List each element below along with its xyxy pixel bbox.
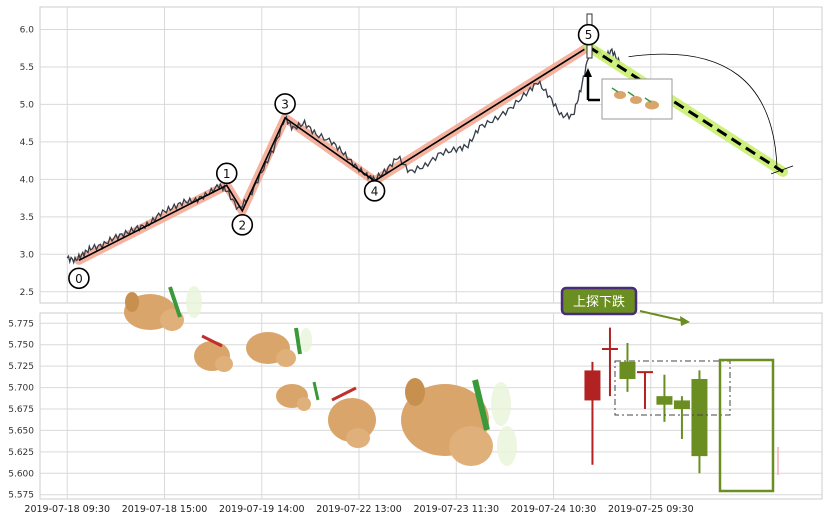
price-y-tick-label: 2.5 (20, 288, 34, 298)
price-y-tick-label: 5.5 (20, 63, 34, 73)
x-tick-label: 2019-07-24 10:30 (511, 504, 597, 515)
candle-body (601, 348, 618, 350)
price-panel (39, 6, 823, 304)
highlight-box (718, 358, 775, 493)
candle-body (656, 396, 673, 405)
wave-label-circle (215, 162, 238, 185)
candle-y-tick-label: 5.600 (8, 469, 34, 479)
price-y-tick-label: 6.0 (20, 25, 35, 35)
candle-y-axis: 5.575 5.600 5.625 5.650 5.675 5.700 5.725 5.750… (8, 319, 34, 500)
price-y-tick-label: 3.0 (20, 250, 35, 260)
wave-label-circle (274, 93, 296, 115)
wave-label-text: 5 (585, 28, 593, 42)
thumbnail-dogs-image (611, 87, 659, 110)
x-tick-label: 2019-07-25 09:30 (608, 504, 694, 515)
wave-label-text: 0 (75, 272, 83, 286)
candle-body (673, 400, 690, 409)
wave-label-text: 4 (371, 184, 379, 198)
projection-arc (628, 53, 778, 170)
annotation-arrow-line (639, 310, 685, 322)
annotation: 上探下跌 (560, 286, 690, 326)
price-y-tick-label: 4.5 (20, 138, 34, 148)
wave-label-text: 3 (281, 97, 289, 111)
price-y-tick-label: 4.0 (20, 175, 35, 185)
candle-body (636, 371, 653, 374)
candle-body (584, 370, 601, 401)
annotation-label: 上探下跌 (573, 294, 625, 310)
candle-y-tick-label: 5.675 (8, 405, 34, 415)
candle-y-tick-label: 5.700 (8, 384, 34, 394)
price-y-tick-label: 3.5 (20, 213, 34, 223)
x-axis: 2019-07-18 09:30 2019-07-18 15:00 2019-07-… (24, 504, 693, 515)
wave-label-circle (363, 180, 386, 202)
x-tick-label: 2019-07-22 13:00 (316, 504, 402, 515)
wave-labels: 0 1 2 3 4 5 (68, 23, 600, 290)
annotation-box (560, 286, 638, 316)
price-y-tick-label: 5.0 (20, 100, 35, 110)
x-tick-label: 2019-07-23 11:30 (413, 504, 499, 515)
candle-body (619, 361, 636, 379)
x-tick-label: 2019-07-19 14:00 (219, 504, 305, 515)
wave-label-text: 2 (238, 218, 246, 232)
wave-label-circle (68, 267, 90, 290)
candle-y-tick-label: 5.625 (8, 448, 34, 458)
candle-y-tick-label: 5.775 (8, 319, 34, 329)
candle-y-tick-label: 5.575 (8, 491, 34, 501)
dog-stickers-image (124, 286, 517, 466)
range-box (614, 360, 731, 416)
wave-line (78, 46, 590, 262)
price-y-axis: 2.5 3.0 3.5 4.0 4.5 5.0 5.5 6.0 (20, 25, 35, 297)
candle-y-tick-label: 5.650 (8, 426, 34, 436)
x-tick-label: 2019-07-18 15:00 (122, 504, 208, 515)
wave-label-circle (231, 214, 254, 236)
annotation-arrow-head (680, 316, 690, 326)
candle-y-tick-label: 5.725 (8, 362, 34, 372)
candle-body (691, 379, 708, 457)
projection-line (587, 45, 784, 174)
wave-label-circle (577, 23, 600, 46)
candles (584, 327, 708, 474)
x-tick-label: 2019-07-18 09:30 (24, 504, 110, 515)
peak-arrow-head (584, 68, 592, 77)
wave-label-text: 1 (223, 167, 231, 181)
candle-y-tick-label: 5.750 (8, 341, 34, 351)
projection-arc-tick (770, 165, 794, 175)
